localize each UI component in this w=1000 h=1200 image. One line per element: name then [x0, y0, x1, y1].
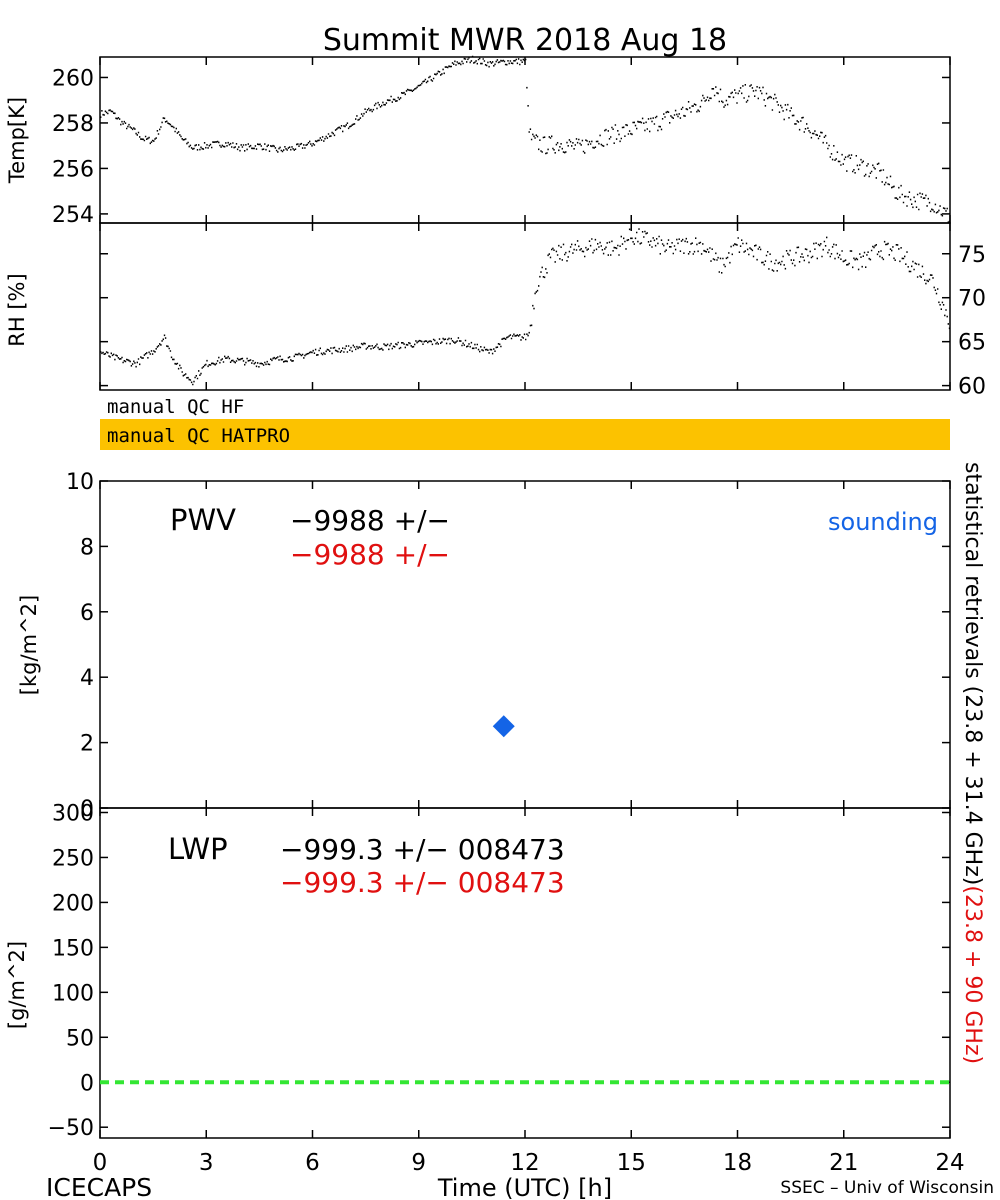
chart-title: Summit MWR 2018 Aug 18	[323, 23, 727, 58]
x-tick-label: 21	[829, 1150, 858, 1176]
y-tick-label: 150	[52, 936, 94, 961]
lwp-value-red: −999.3 +/− 008473	[280, 866, 565, 899]
x-tick-label: 0	[93, 1150, 108, 1176]
rh-series	[100, 228, 951, 386]
pwv-y-ticks: 0 2 4 6 8 10	[66, 470, 950, 822]
pwv-value-black: −9988 +/−	[290, 504, 450, 537]
y-tick-label: 100	[52, 981, 94, 1006]
lwp-panel: −50 0 50 100 150 200 250 300 [g/m^2] LWP −999.3…	[5, 801, 951, 1141]
lwp-text-label: LWP	[168, 832, 228, 866]
right-side-label-red: (23.8 + 90 GHz)	[960, 885, 985, 1064]
x-tick-label: 15	[617, 1150, 646, 1176]
temperature-series	[100, 55, 951, 223]
y-tick-label: 250	[52, 846, 94, 871]
right-side-label: statistical retrievals (23.8 + 31.4 GHz)…	[960, 462, 985, 1064]
measurement-trace	[100, 228, 951, 386]
footer-center: Time (UTC) [h]	[437, 1174, 612, 1200]
rh-plot-frame	[99, 222, 951, 391]
lwp-y-ticks: −50 0 50 100 150 200 250 300	[48, 801, 950, 1141]
y-tick-label: 75	[958, 243, 986, 268]
rh-y-ticks: 60 65 70 75	[100, 243, 986, 400]
y-tick-label: 2	[80, 732, 94, 757]
pwv-legend-sounding: sounding	[828, 508, 938, 536]
pwv-series	[492, 715, 515, 738]
y-tick-label: 8	[80, 535, 94, 560]
x-axis-ticks	[99, 57, 951, 1138]
y-tick-label: 60	[958, 375, 986, 400]
y-tick-label: −50	[48, 1116, 94, 1141]
y-tick-label: 10	[66, 470, 94, 495]
qc-hf-label: manual QC HF	[107, 396, 244, 418]
pwv-y-label: [kg/m^2]	[17, 595, 41, 695]
sounding-point	[492, 715, 515, 738]
temperature-panel: 254 256 258 260 Temp[K]	[5, 55, 951, 228]
temperature-plot-frame	[99, 56, 951, 224]
x-tick-label: 12	[510, 1150, 539, 1176]
y-tick-label: 200	[52, 891, 94, 916]
y-tick-label: 0	[80, 1071, 94, 1096]
x-tick-label: 18	[723, 1150, 752, 1176]
x-tick-label: 6	[305, 1150, 320, 1176]
footer-right: SSEC – Univ of Wisconsin	[780, 1178, 994, 1198]
temperature-y-ticks: 254 256 258 260	[52, 66, 950, 228]
pwv-value-red: −9988 +/−	[290, 538, 450, 571]
qc-hatpro-label: manual QC HATPRO	[107, 425, 290, 447]
y-tick-label: 260	[52, 66, 94, 91]
y-tick-label: 70	[958, 287, 986, 312]
rh-panel: 60 65 70 75 RH [%]	[5, 222, 986, 400]
pwv-text-label: PWV	[170, 503, 236, 537]
x-tick-label: 3	[199, 1150, 214, 1176]
y-tick-label: 258	[52, 112, 94, 137]
y-tick-label: 0	[80, 797, 94, 822]
x-tick-label: 9	[411, 1150, 426, 1176]
x-axis-tick-labels: 0 3 6 9 12 15 18 21 24	[93, 1150, 965, 1176]
x-tick-label: 24	[935, 1150, 964, 1176]
qc-hatpro-bar	[100, 419, 950, 450]
lwp-value-black: −999.3 +/− 008473	[280, 833, 565, 866]
y-tick-label: 256	[52, 157, 94, 182]
pwv-panel: 0 2 4 6 8 10 [kg/m^2] PWV −9988 +/− −9988 +/−…	[17, 470, 951, 822]
lwp-y-label: [g/m^2]	[5, 941, 29, 1029]
y-tick-label: 65	[958, 331, 986, 356]
temperature-y-label: Temp[K]	[5, 97, 29, 184]
footer-left: ICECAPS	[46, 1173, 152, 1200]
measurement-trace	[100, 55, 951, 223]
y-tick-label: 50	[66, 1026, 94, 1051]
y-tick-label: 4	[80, 666, 94, 691]
rh-y-label: RH [%]	[5, 273, 29, 346]
y-tick-label: 254	[52, 203, 94, 228]
y-tick-label: 6	[80, 601, 94, 626]
right-side-label-black: statistical retrievals (23.8 + 31.4 GHz)	[960, 462, 985, 885]
y-tick-label: 300	[52, 801, 94, 826]
